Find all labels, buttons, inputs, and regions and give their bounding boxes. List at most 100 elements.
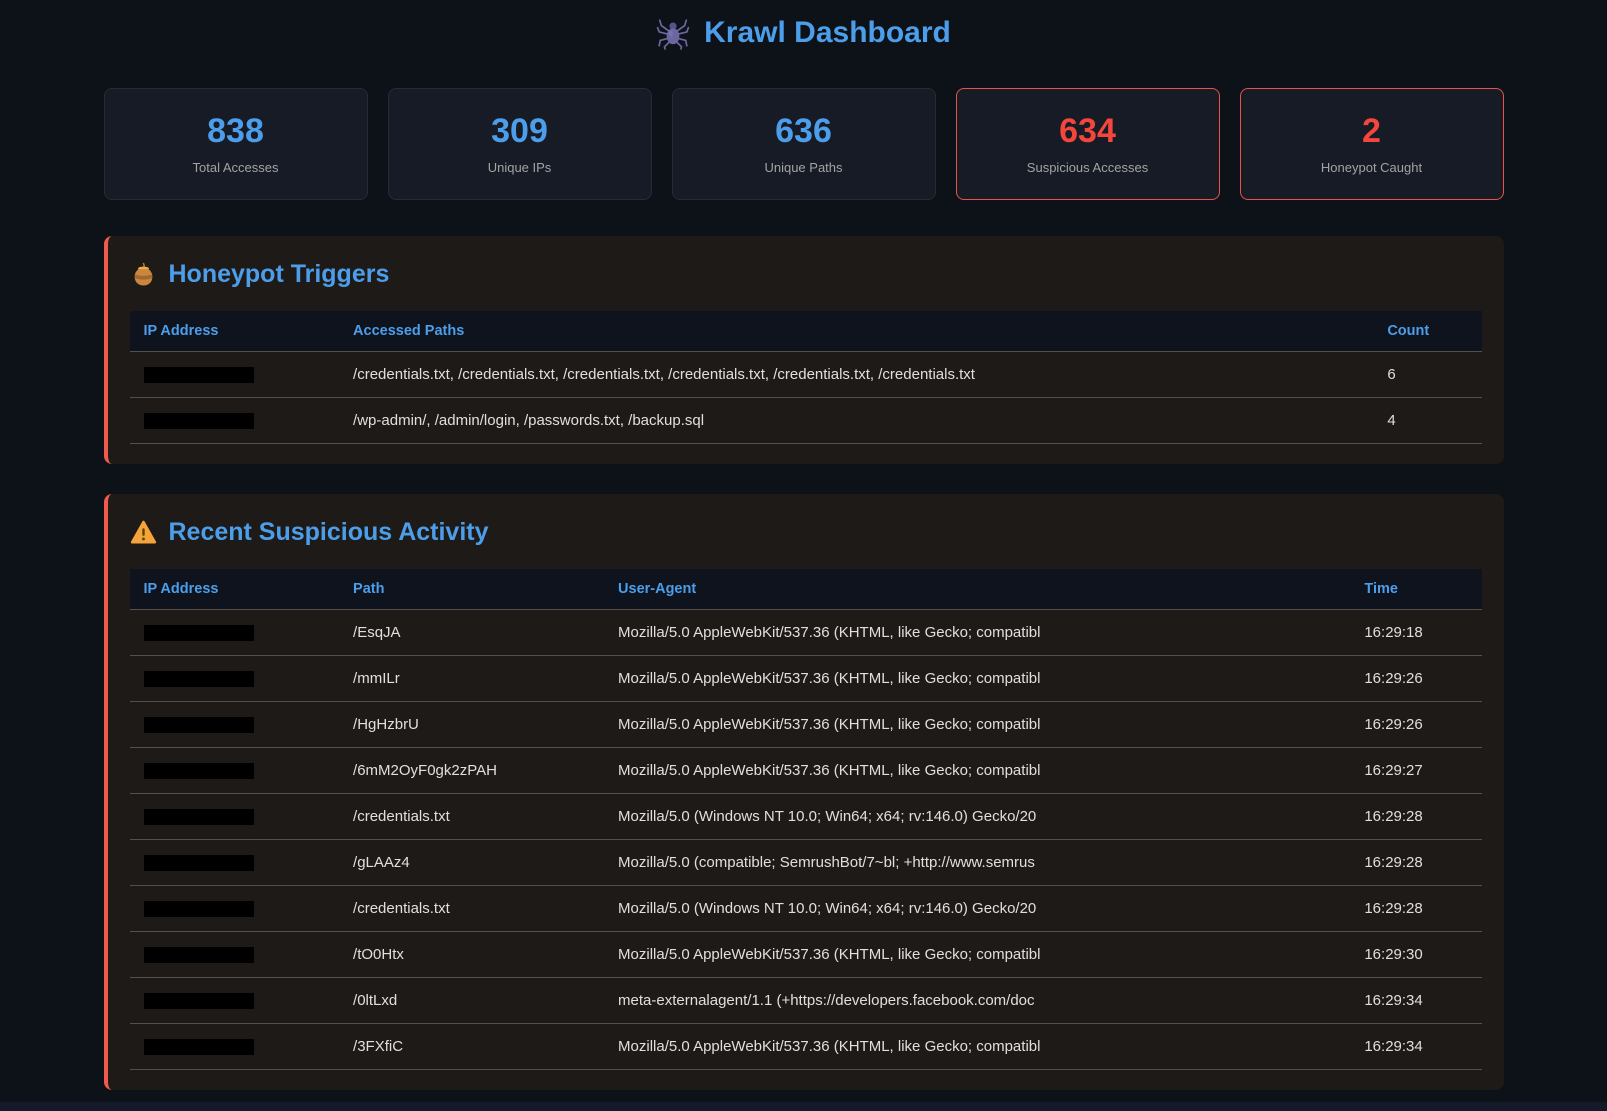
redacted-ip-bar [143, 809, 254, 826]
path-cell: /EsqJA [339, 609, 605, 657]
stat-value: 309 [491, 111, 548, 150]
redacted-ip-bar [143, 413, 254, 430]
time-cell: 16:29:27 [1350, 747, 1482, 795]
redacted-ip-bar [143, 367, 254, 384]
suspicious-activity-row: /credentials.txt Mozilla/5.0 (Windows NT… [129, 885, 1482, 933]
stat-value: 634 [1059, 111, 1116, 150]
redacted-ip-bar [143, 947, 254, 964]
stat-card-unique-paths: 636 Unique Paths [671, 88, 936, 200]
suspicious-table-header-row: IP Address Path User-Agent Time [129, 569, 1482, 611]
time-cell: 16:29:28 [1350, 839, 1482, 887]
redacted-ip-bar [143, 763, 254, 780]
redacted-ip-bar [143, 671, 254, 688]
stat-label: Unique Paths [764, 160, 843, 176]
time-cell: 16:29:34 [1350, 1023, 1482, 1071]
user-agent-cell: Mozilla/5.0 AppleWebKit/537.36 (KHTML, l… [604, 655, 1351, 703]
honeypot-trigger-row: /wp-admin/, /admin/login, /passwords.txt… [129, 397, 1482, 445]
column-header-user-agent: User-Agent [604, 569, 1351, 611]
honeypot-trigger-row: /credentials.txt, /credentials.txt, /cre… [129, 351, 1482, 399]
redacted-ip-bar [143, 901, 254, 918]
path-cell: /0ltLxd [339, 977, 605, 1025]
stat-label: Total Accesses [192, 160, 279, 176]
ip-address-cell [129, 701, 340, 749]
time-cell: 16:29:26 [1350, 655, 1482, 703]
user-agent-cell: Mozilla/5.0 AppleWebKit/537.36 (KHTML, l… [604, 609, 1351, 657]
column-header-ip-address: IP Address [129, 569, 340, 611]
dashboard: Krawl Dashboard 838 Total Accesses 309 U… [103, 0, 1504, 1091]
spider-icon [656, 16, 690, 50]
redacted-ip-bar [143, 717, 254, 734]
redacted-ip-bar [143, 1039, 254, 1056]
stat-card-total-accesses: 838 Total Accesses [103, 88, 368, 200]
time-cell: 16:29:34 [1350, 977, 1482, 1025]
honeypot-table-header-row: IP Address Accessed Paths Count [129, 311, 1482, 352]
path-cell: /mmILr [339, 655, 605, 703]
time-cell: 16:29:30 [1350, 931, 1482, 979]
stat-card-unique-ips: 309 Unique IPs [387, 88, 652, 200]
redacted-ip-bar [143, 625, 254, 642]
suspicious-panel-title: Recent Suspicious Activity [130, 518, 1482, 547]
path-cell: /credentials.txt [339, 793, 605, 841]
ip-address-cell [129, 931, 340, 979]
path-cell: /credentials.txt [339, 885, 605, 933]
ip-address-cell [129, 397, 340, 445]
column-header-ip-address: IP Address [129, 311, 340, 352]
ip-address-cell [129, 747, 340, 795]
user-agent-cell: Mozilla/5.0 AppleWebKit/537.36 (KHTML, l… [604, 931, 1351, 979]
redacted-ip-bar [143, 993, 254, 1010]
suspicious-panel-title-text: Recent Suspicious Activity [168, 518, 489, 547]
redacted-ip-bar [143, 855, 254, 872]
stat-value: 838 [207, 111, 264, 150]
column-header-path: Path [339, 569, 605, 611]
user-agent-cell: Mozilla/5.0 AppleWebKit/537.36 (KHTML, l… [604, 1023, 1351, 1071]
time-cell: 16:29:18 [1350, 609, 1482, 657]
time-cell: 16:29:28 [1350, 885, 1482, 933]
user-agent-cell: Mozilla/5.0 (Windows NT 10.0; Win64; x64… [604, 793, 1351, 841]
suspicious-activity-row: /mmILr Mozilla/5.0 AppleWebKit/537.36 (K… [129, 655, 1482, 703]
ip-address-cell [129, 839, 340, 887]
suspicious-activity-row: /tO0Htx Mozilla/5.0 AppleWebKit/537.36 (… [129, 931, 1482, 979]
stat-label: Suspicious Accesses [1026, 160, 1149, 176]
stat-label: Unique IPs [487, 160, 552, 176]
column-header-time: Time [1350, 569, 1482, 611]
path-cell: /3FXfiC [339, 1023, 605, 1071]
path-cell: /HgHzbrU [339, 701, 605, 749]
honeypot-triggers-panel: Honeypot Triggers IP Address Accessed Pa… [103, 236, 1504, 465]
ip-address-cell [129, 793, 340, 841]
stat-card-suspicious-accesses: 634 Suspicious Accesses [955, 88, 1220, 200]
time-cell: 16:29:28 [1350, 793, 1482, 841]
stat-value: 2 [1362, 111, 1381, 150]
accessed-paths-cell: /credentials.txt, /credentials.txt, /cre… [339, 351, 1374, 399]
ip-address-cell [129, 977, 340, 1025]
suspicious-activity-row: /3FXfiC Mozilla/5.0 AppleWebKit/537.36 (… [129, 1023, 1482, 1071]
suspicious-activity-row: /HgHzbrU Mozilla/5.0 AppleWebKit/537.36 … [129, 701, 1482, 749]
honey-pot-icon [130, 261, 157, 288]
ip-address-cell [129, 885, 340, 933]
stat-value: 636 [775, 111, 832, 150]
user-agent-cell: Mozilla/5.0 AppleWebKit/537.36 (KHTML, l… [604, 701, 1351, 749]
page-title-text: Krawl Dashboard [704, 16, 951, 49]
suspicious-activity-row: /credentials.txt Mozilla/5.0 (Windows NT… [129, 793, 1482, 841]
accessed-paths-cell: /wp-admin/, /admin/login, /passwords.txt… [339, 397, 1374, 445]
ip-address-cell [129, 609, 340, 657]
ip-address-cell [129, 655, 340, 703]
suspicious-activity-row: /0ltLxd meta-externalagent/1.1 (+https:/… [129, 977, 1482, 1025]
user-agent-cell: Mozilla/5.0 (Windows NT 10.0; Win64; x64… [604, 885, 1351, 933]
honeypot-panel-title: Honeypot Triggers [130, 260, 1482, 289]
stat-card-honeypot-caught: 2 Honeypot Caught [1239, 88, 1504, 200]
suspicious-activity-panel: Recent Suspicious Activity IP Address Pa… [103, 494, 1504, 1091]
viewport-bottom-edge [0, 1102, 1607, 1111]
path-cell: /gLAAz4 [339, 839, 605, 887]
path-cell: /6mM2OyF0gk2zPAH [339, 747, 605, 795]
stats-row: 838 Total Accesses 309 Unique IPs 636 Un… [103, 88, 1504, 200]
suspicious-activity-row: /6mM2OyF0gk2zPAH Mozilla/5.0 AppleWebKit… [129, 747, 1482, 795]
ip-address-cell [129, 1023, 340, 1071]
suspicious-activity-row: /gLAAz4 Mozilla/5.0 (compatible; Semrush… [129, 839, 1482, 887]
time-cell: 16:29:26 [1350, 701, 1482, 749]
stat-label: Honeypot Caught [1320, 160, 1423, 176]
column-header-count: Count [1373, 311, 1482, 352]
count-cell: 4 [1373, 397, 1482, 445]
user-agent-cell: Mozilla/5.0 (compatible; SemrushBot/7~bl… [604, 839, 1351, 887]
user-agent-cell: meta-externalagent/1.1 (+https://develop… [604, 977, 1351, 1025]
warning-icon [130, 519, 157, 546]
